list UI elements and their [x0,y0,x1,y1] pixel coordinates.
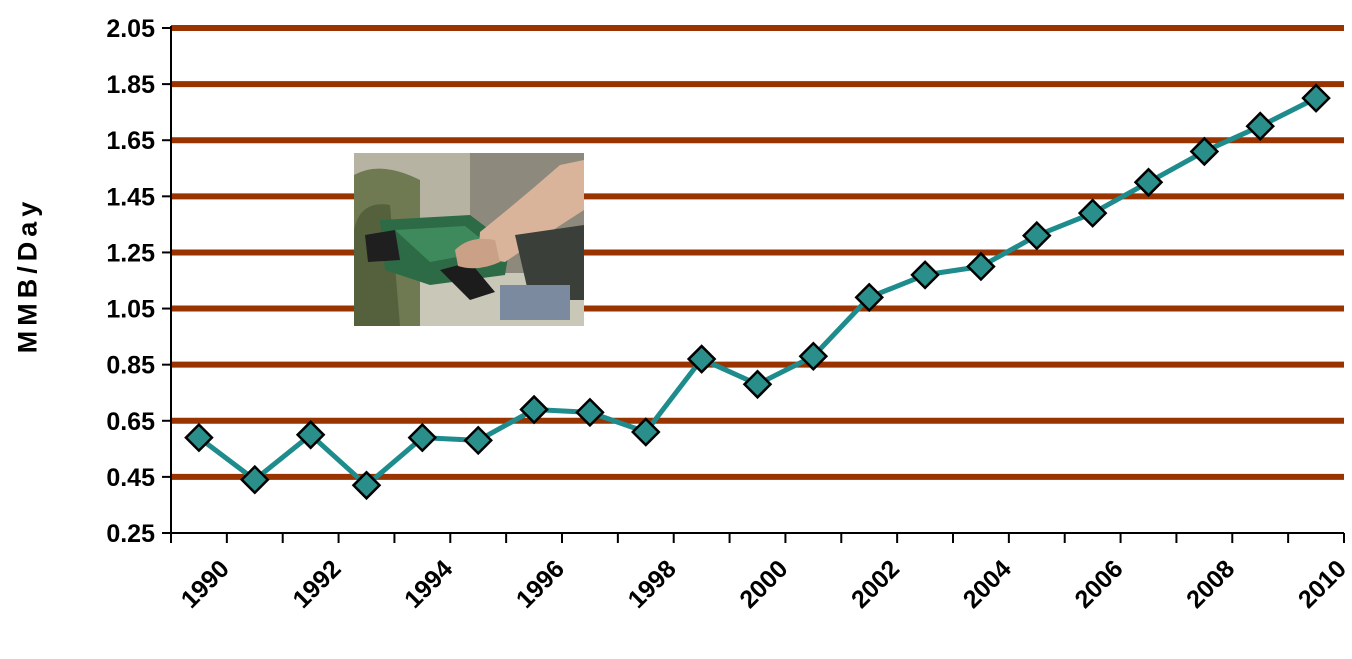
data-point-marker [184,422,214,453]
y-tick-label: 0.45 [106,464,155,492]
y-tick-label: 1.25 [106,239,155,267]
data-point-marker [407,422,438,453]
data-point-marker [1133,167,1164,198]
data-point-marker [351,470,382,501]
data-point-marker [798,341,829,372]
data-point-marker [1245,111,1275,141]
x-tick-labels: 1990 1992 1994 1996 1998 2000 2002 2004 2006 2008… [176,555,1352,614]
y-tick-label: 2.05 [106,15,155,43]
data-point-marker [519,394,549,425]
gridlines [171,25,1344,480]
x-tick-label: 1994 [399,555,458,614]
y-tick-label: 1.45 [106,183,155,211]
y-tick-label: 0.65 [106,408,155,436]
data-point-marker [631,417,661,447]
data-point-marker [1022,220,1052,251]
x-tick-label: 2010 [1293,555,1352,614]
y-tick-labels: 0.25 0.45 0.65 0.85 1.05 1.25 1.45 1.65 1.85 2.05 [106,15,155,548]
x-tick-label: 1996 [511,555,570,614]
y-tick-label: 0.25 [106,520,155,548]
data-point-marker [1077,198,1108,228]
x-tick-label: 1992 [287,555,346,614]
data-point-marker [1189,136,1220,167]
data-point-marker [910,260,940,290]
x-tick-label: 2004 [958,555,1017,614]
y-tick-label: 1.85 [106,71,155,99]
x-tick-label: 2008 [1181,555,1240,614]
data-point-marker [854,282,884,313]
data-point-marker [240,464,270,495]
x-tick-label: 1998 [623,555,682,614]
data-point-marker [463,425,493,456]
x-tick-label: 2006 [1069,555,1128,614]
x-tick-label: 2000 [734,555,793,614]
fuel-pump-nozzle-photo [354,153,584,326]
data-point-marker [1301,83,1331,113]
series-markers [184,83,1331,501]
y-axis-label-text: MMB/Day [12,196,43,354]
data-point-marker [742,369,773,400]
data-point-marker [686,344,717,374]
x-tick-label: 1990 [176,555,235,614]
data-point-marker [575,397,605,428]
y-tick-label: 0.85 [106,352,155,380]
data-point-marker [295,420,326,450]
y-tick-label: 1.05 [106,296,155,324]
y-axis-label: MMB/Day [8,160,48,390]
data-point-marker [966,251,996,282]
axes [162,26,1345,543]
y-tick-label: 1.65 [106,127,155,155]
x-tick-label: 2002 [846,555,905,614]
